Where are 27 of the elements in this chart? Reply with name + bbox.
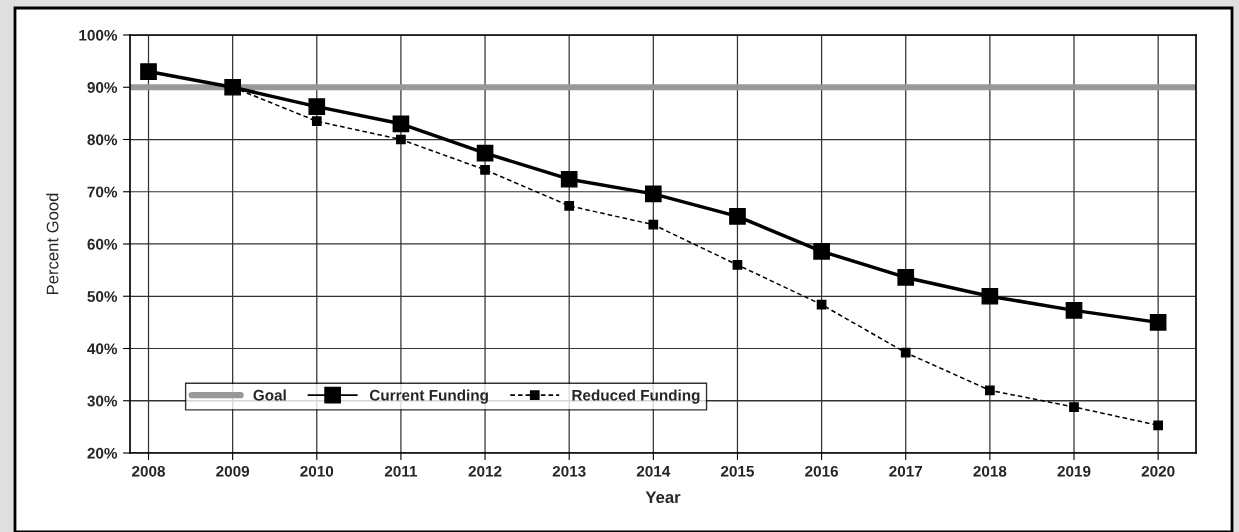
y-axis-title: Percent Good bbox=[46, 193, 59, 295]
y-tick-label: 40% bbox=[87, 343, 118, 355]
x-tick-label: 2015 bbox=[721, 465, 755, 477]
y-tick-label: 80% bbox=[87, 134, 118, 146]
y-tick-label: 30% bbox=[87, 395, 118, 407]
x-tick-label: 2019 bbox=[1057, 465, 1091, 477]
y-tick-label: 60% bbox=[87, 238, 118, 250]
y-tick-label: 70% bbox=[87, 186, 118, 198]
x-tick-label: 2014 bbox=[636, 465, 671, 477]
x-tick-label: 2009 bbox=[216, 465, 250, 477]
x-tick-label: 2010 bbox=[300, 465, 334, 477]
x-tick-label: 2020 bbox=[1141, 465, 1175, 477]
y-tick-label: 100% bbox=[79, 29, 118, 41]
x-tick-label: 2008 bbox=[132, 465, 166, 477]
x-tick-label: 2016 bbox=[805, 465, 839, 477]
x-tick-label: 2013 bbox=[552, 465, 586, 477]
y-tick-label: 90% bbox=[87, 82, 118, 93]
legend-label: Current Funding bbox=[369, 389, 488, 404]
x-axis-title: Year bbox=[645, 491, 681, 504]
legend-label: Reduced Funding bbox=[572, 389, 700, 404]
y-tick-label: 50% bbox=[87, 291, 118, 302]
legend-label: Goal bbox=[253, 389, 286, 401]
y-tick-label: 20% bbox=[87, 447, 118, 459]
x-tick-label: 2012 bbox=[468, 465, 502, 477]
x-tick-label: 2018 bbox=[973, 465, 1007, 477]
x-tick-label: 2017 bbox=[889, 465, 923, 477]
x-tick-label: 2011 bbox=[384, 465, 418, 477]
